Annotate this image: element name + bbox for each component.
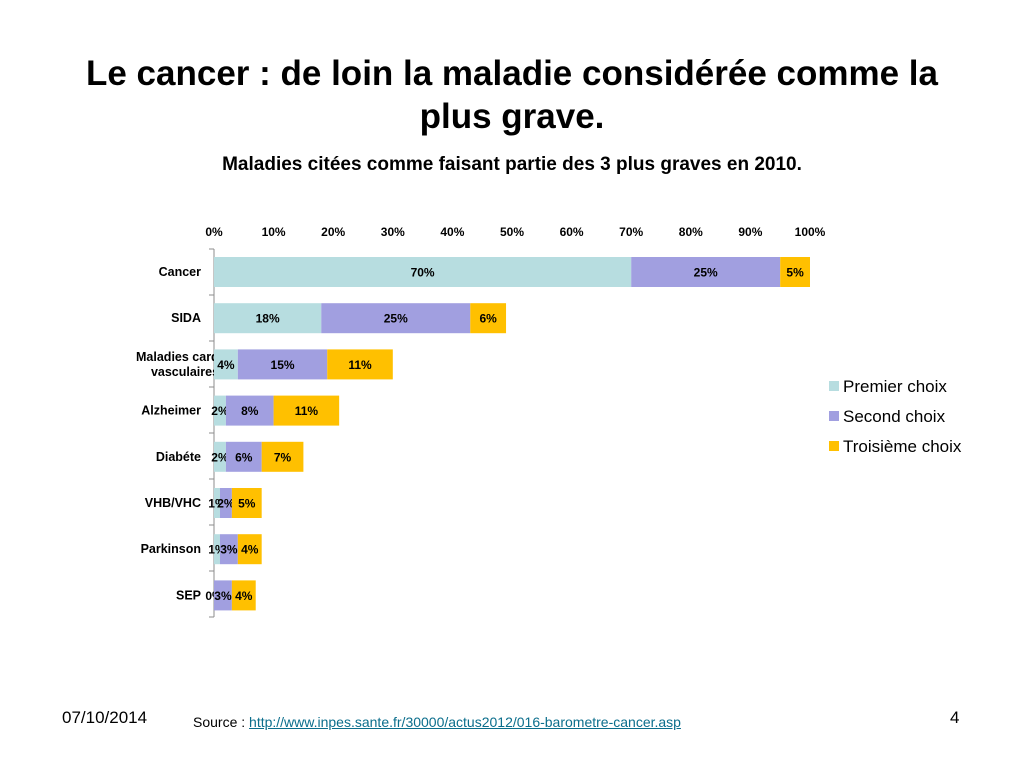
data-label: 18% (256, 312, 280, 326)
data-label: 5% (786, 266, 804, 280)
category-label: SEP (176, 588, 201, 602)
x-tick-label: 80% (679, 225, 703, 239)
chart-title: Maladies citées comme faisant partie des… (222, 154, 802, 175)
x-tick-label: 30% (381, 225, 405, 239)
bar-segment (214, 395, 226, 426)
x-tick-label: 20% (321, 225, 345, 239)
bar-segment (321, 303, 471, 334)
legend-label: Troisième choix (843, 437, 962, 456)
bar-segment (231, 580, 256, 611)
bar-segment (631, 257, 781, 287)
x-tick-label: 0% (205, 225, 223, 239)
data-label: 4% (235, 589, 253, 603)
bar-segment (780, 257, 810, 287)
bar-segment (231, 488, 262, 518)
data-label: 3% (214, 589, 232, 603)
slide-title: Le cancer : de loin la maladie considéré… (85, 54, 938, 136)
bar-segment (214, 349, 238, 380)
data-label: 6% (235, 450, 253, 464)
legend-swatch (829, 441, 839, 451)
x-tick-label: 40% (440, 225, 464, 239)
data-label: 70% (411, 266, 435, 280)
category-label: Alzheimer (141, 404, 201, 418)
x-tick-label: 90% (738, 225, 762, 239)
data-label: 15% (271, 358, 295, 372)
data-label: 7% (274, 450, 292, 464)
x-tick-label: 10% (262, 225, 286, 239)
bar-segment (327, 349, 393, 380)
category-label: Cancer (159, 265, 202, 279)
legend-swatch (829, 411, 839, 421)
bar-segment (214, 580, 232, 611)
data-label: 8% (241, 404, 259, 418)
bar-segment (219, 534, 238, 565)
data-label: 4% (241, 543, 259, 557)
x-tick-label: 100% (795, 225, 826, 239)
x-tick-label: 50% (500, 225, 524, 239)
data-label: 4% (217, 358, 235, 372)
legend-label: Second choix (843, 407, 946, 426)
source-link[interactable]: http://www.inpes.sante.fr/30000/actus201… (249, 714, 681, 730)
data-label: 2% (211, 404, 229, 418)
bar-segment (214, 534, 220, 565)
category-label: VHB/VHC (145, 496, 201, 510)
data-label: 25% (384, 312, 408, 326)
source-label: Source : (193, 714, 250, 730)
page-number: 4 (950, 708, 960, 727)
bar-segment (261, 441, 304, 472)
category-label: Maladies cardio-vasculaires (136, 350, 234, 379)
bar-segment (214, 441, 226, 472)
x-tick-label: 60% (560, 225, 584, 239)
bar-segment (214, 257, 632, 287)
data-label: 5% (238, 497, 256, 511)
bar-segment (273, 395, 340, 426)
category-label: SIDA (171, 311, 201, 325)
data-label: 6% (479, 312, 497, 326)
bar-segment (237, 534, 262, 565)
bar-segment (219, 488, 232, 518)
data-label: 25% (694, 266, 718, 280)
data-label: 3% (220, 543, 238, 557)
bar-segment (214, 488, 220, 518)
x-tick-label: 70% (619, 225, 643, 239)
source-note: Source : http://www.inpes.sante.fr/30000… (193, 714, 681, 730)
data-label: 2% (217, 497, 235, 511)
legend-label: Premier choix (843, 377, 947, 396)
slide-date: 07/10/2014 (62, 708, 148, 727)
category-label: Diabéte (156, 450, 201, 464)
bar-segment (225, 441, 262, 472)
bar-segment (214, 303, 322, 334)
bar-segment (470, 303, 507, 334)
data-label: 2% (211, 450, 229, 464)
category-label: Parkinson (141, 542, 201, 556)
bar-segment (237, 349, 328, 380)
data-label: 11% (348, 358, 372, 372)
data-label: 11% (295, 404, 319, 418)
bar-segment (225, 395, 274, 426)
legend-swatch (829, 381, 839, 391)
